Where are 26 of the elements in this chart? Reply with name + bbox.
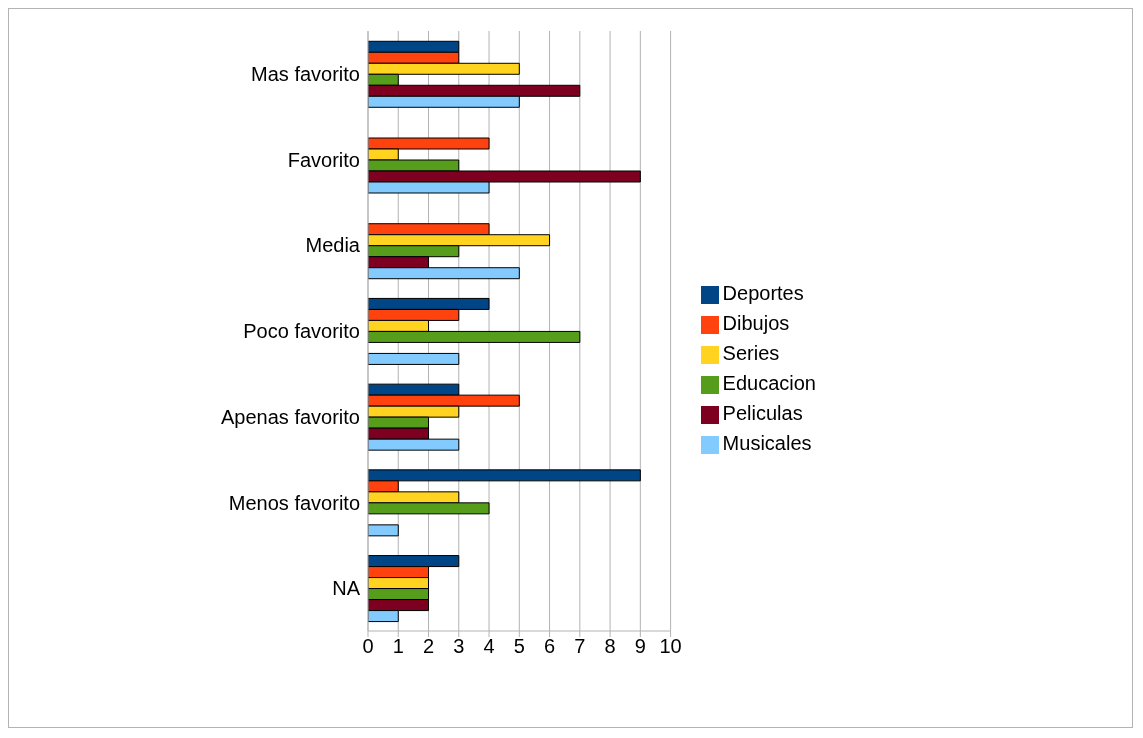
x-tick-label: 10 xyxy=(659,635,682,658)
x-tick-label: 5 xyxy=(513,635,525,658)
x-tick-label: 1 xyxy=(392,635,404,658)
legend-label: Series xyxy=(722,342,780,364)
y-tick-label: Apenas favorito xyxy=(221,405,360,428)
x-tick-label: 6 xyxy=(543,635,556,658)
x-tick-label: 0 xyxy=(362,635,374,658)
legend-label: Educacion xyxy=(722,372,816,394)
legend-label: Peliculas xyxy=(722,402,803,424)
bar xyxy=(368,352,460,365)
y-tick-label: NA xyxy=(332,577,361,600)
x-tick-label: 9 xyxy=(634,635,646,658)
x-tick-label: 8 xyxy=(604,635,616,658)
y-tick-label: Media xyxy=(305,234,361,257)
x-tick-label: 3 xyxy=(453,635,465,658)
y-tick-label: Mas favorito xyxy=(251,62,360,85)
x-tick-label: 2 xyxy=(422,635,435,658)
x-tick-label: 4 xyxy=(483,635,495,658)
x-tick-label: 7 xyxy=(574,635,586,658)
legend-label: Musicales xyxy=(722,432,812,454)
y-tick-label: Favorito xyxy=(287,148,360,171)
y-tick-label: Poco favorito xyxy=(243,320,360,343)
legend-label: Deportes xyxy=(722,282,804,304)
y-tick-label: Menos favorito xyxy=(228,491,360,514)
legend-label: Dibujos xyxy=(722,312,790,334)
bar xyxy=(368,524,399,537)
